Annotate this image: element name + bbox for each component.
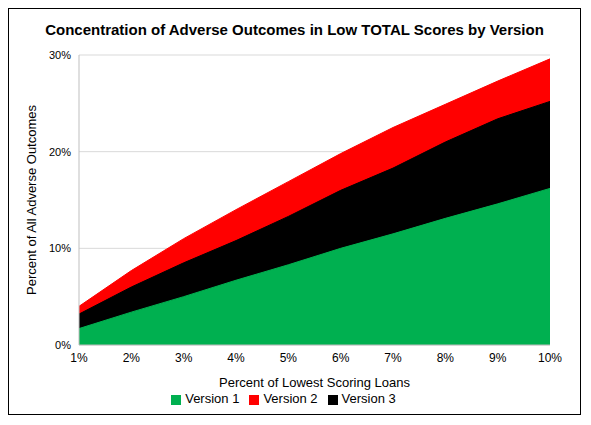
svg-text:0%: 0% xyxy=(55,339,71,351)
html-text:Concentration of Adverse Outco: Concentration of Adverse Outcomes in Low… xyxy=(45,21,544,38)
svg-text:10%: 10% xyxy=(49,242,71,254)
svg-text:30%: 30% xyxy=(49,49,71,61)
svg-text:7%: 7% xyxy=(384,351,402,365)
svg-text:4%: 4% xyxy=(227,351,245,365)
html-text:Version 3: Version 3 xyxy=(341,391,396,406)
svg-text:2%: 2% xyxy=(123,351,141,365)
svg-text:Percent of Lowest Scoring Loan: Percent of Lowest Scoring Loans xyxy=(219,375,410,390)
svg-text:5%: 5% xyxy=(280,351,298,365)
svg-text:3%: 3% xyxy=(175,351,193,365)
svg-text:20%: 20% xyxy=(49,146,71,158)
html-text:Version 1: Version 1 xyxy=(185,391,240,406)
svg-text:9%: 9% xyxy=(489,351,507,365)
svg-text:8%: 8% xyxy=(437,351,455,365)
svg-text:1%: 1% xyxy=(70,351,88,365)
svg-text:10%: 10% xyxy=(538,351,562,365)
html-text:Version 2: Version 2 xyxy=(263,391,318,406)
svg-text:Percent of All Adverse Outcome: Percent of All Adverse Outcomes xyxy=(24,104,39,295)
svg-text:6%: 6% xyxy=(332,351,350,365)
